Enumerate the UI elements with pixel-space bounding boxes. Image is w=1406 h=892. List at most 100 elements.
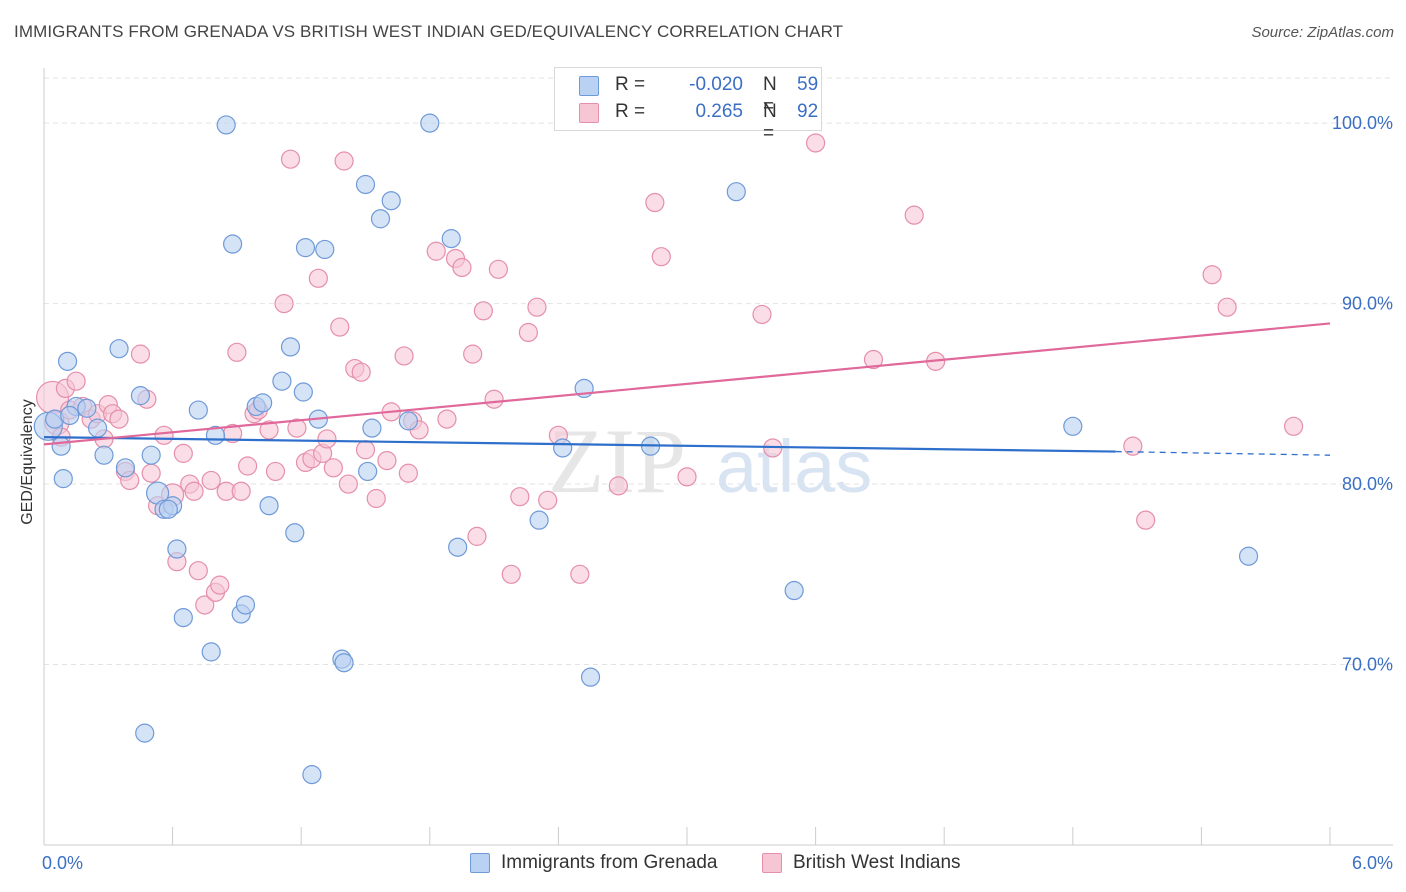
pink-point (259, 420, 279, 440)
pink-point (231, 481, 251, 501)
pink-point (437, 409, 457, 429)
pink-point (238, 456, 258, 476)
pink-point (210, 575, 230, 595)
pink-point (330, 317, 350, 337)
blue-point (51, 436, 71, 456)
blue-point (529, 510, 549, 530)
pink-point (377, 450, 397, 471)
legend-swatch-pink (579, 103, 599, 123)
blue-point (784, 580, 804, 601)
pink-point (338, 474, 358, 494)
pink-point (1217, 297, 1237, 317)
pink-point (287, 418, 307, 438)
y-tick-label: 100.0% (1332, 113, 1393, 133)
blue-point (370, 209, 391, 229)
pink-point (1202, 265, 1222, 285)
blue-point (553, 438, 573, 458)
blue-point (420, 113, 440, 133)
grid-layer (44, 77, 1393, 666)
legend-n-label: N = (763, 74, 777, 117)
trend-layer (43, 322, 1331, 456)
pink-point (130, 344, 151, 364)
legend-r-label: R = (615, 101, 651, 122)
legend-r-value: 0.265 (695, 101, 743, 122)
pink-point (195, 595, 215, 615)
pink-point (1283, 416, 1304, 436)
pink-point (538, 490, 558, 510)
blue-point (334, 653, 354, 673)
pink-point (173, 443, 193, 463)
legend-n-label: N = (763, 101, 777, 144)
blue-trend-line (43, 436, 1116, 453)
pink-point (463, 344, 483, 364)
axis-layer: 70.0% 80.0% 90.0% 100.0% (43, 68, 1393, 846)
pink-point (317, 429, 337, 449)
pink-point (66, 371, 86, 391)
x-tick-left: 0.0% (42, 853, 83, 873)
series-legend-swatch-blue (470, 853, 490, 873)
pink-point (651, 247, 671, 267)
pink-point (274, 293, 294, 314)
legend-n-value: 92 (797, 101, 819, 122)
watermark-zip: ZIP (548, 410, 686, 512)
pink-point (805, 133, 826, 153)
blue-point (53, 469, 73, 489)
pink-point (527, 297, 547, 317)
pink-point (645, 192, 665, 213)
pink-point (154, 425, 174, 445)
pink-point (355, 440, 376, 460)
blue-point (441, 229, 461, 249)
series-legend-label-pink: British West Indians (793, 852, 961, 873)
pink-point (467, 526, 487, 546)
blue-point (1238, 546, 1259, 566)
blue-point (381, 191, 401, 211)
pink-point (904, 205, 924, 225)
blue-point (201, 642, 221, 662)
legend-r-value: -0.020 (689, 74, 743, 95)
pink-point (109, 409, 129, 429)
pink-point (398, 463, 418, 483)
pink-point (570, 564, 590, 584)
blue-point (188, 400, 208, 420)
blue-point (57, 351, 78, 371)
blue-point (398, 411, 418, 431)
blue-point (87, 418, 108, 438)
blue-point (130, 386, 151, 406)
pink-point (677, 467, 697, 487)
pink-point (184, 481, 204, 501)
pink-point (510, 487, 530, 507)
blue-point (216, 115, 236, 135)
pink-point (484, 389, 504, 409)
blue-point (302, 765, 322, 785)
series-legend-swatch-pink (762, 853, 782, 873)
series-pink-points (35, 133, 1304, 615)
legend-n-value: 59 (797, 74, 819, 95)
blue-point (167, 539, 187, 559)
pink-point (141, 463, 161, 483)
pink-point (227, 342, 247, 362)
y-axis-label: GED/Equivalency (19, 399, 36, 524)
pink-point (488, 259, 508, 279)
pink-point (752, 304, 772, 325)
pink-point (452, 257, 472, 278)
pink-point (308, 268, 328, 288)
blue-point (158, 499, 178, 519)
series-blue-points (33, 113, 1259, 785)
pink-point (201, 470, 221, 491)
blue-point (109, 339, 129, 359)
legend-swatch-blue (579, 76, 599, 96)
blue-point (272, 371, 292, 391)
pink-point (608, 476, 629, 496)
blue-point (448, 537, 468, 557)
blue-point (173, 608, 193, 628)
pink-point (426, 241, 446, 261)
pink-point (351, 362, 371, 382)
blue-point (115, 458, 136, 478)
blue-point (358, 461, 378, 482)
pink-point (323, 458, 343, 478)
blue-point (280, 337, 301, 357)
x-tick-right: 6.0% (1352, 853, 1393, 873)
blue-point (223, 234, 243, 254)
pink-point (188, 561, 208, 581)
